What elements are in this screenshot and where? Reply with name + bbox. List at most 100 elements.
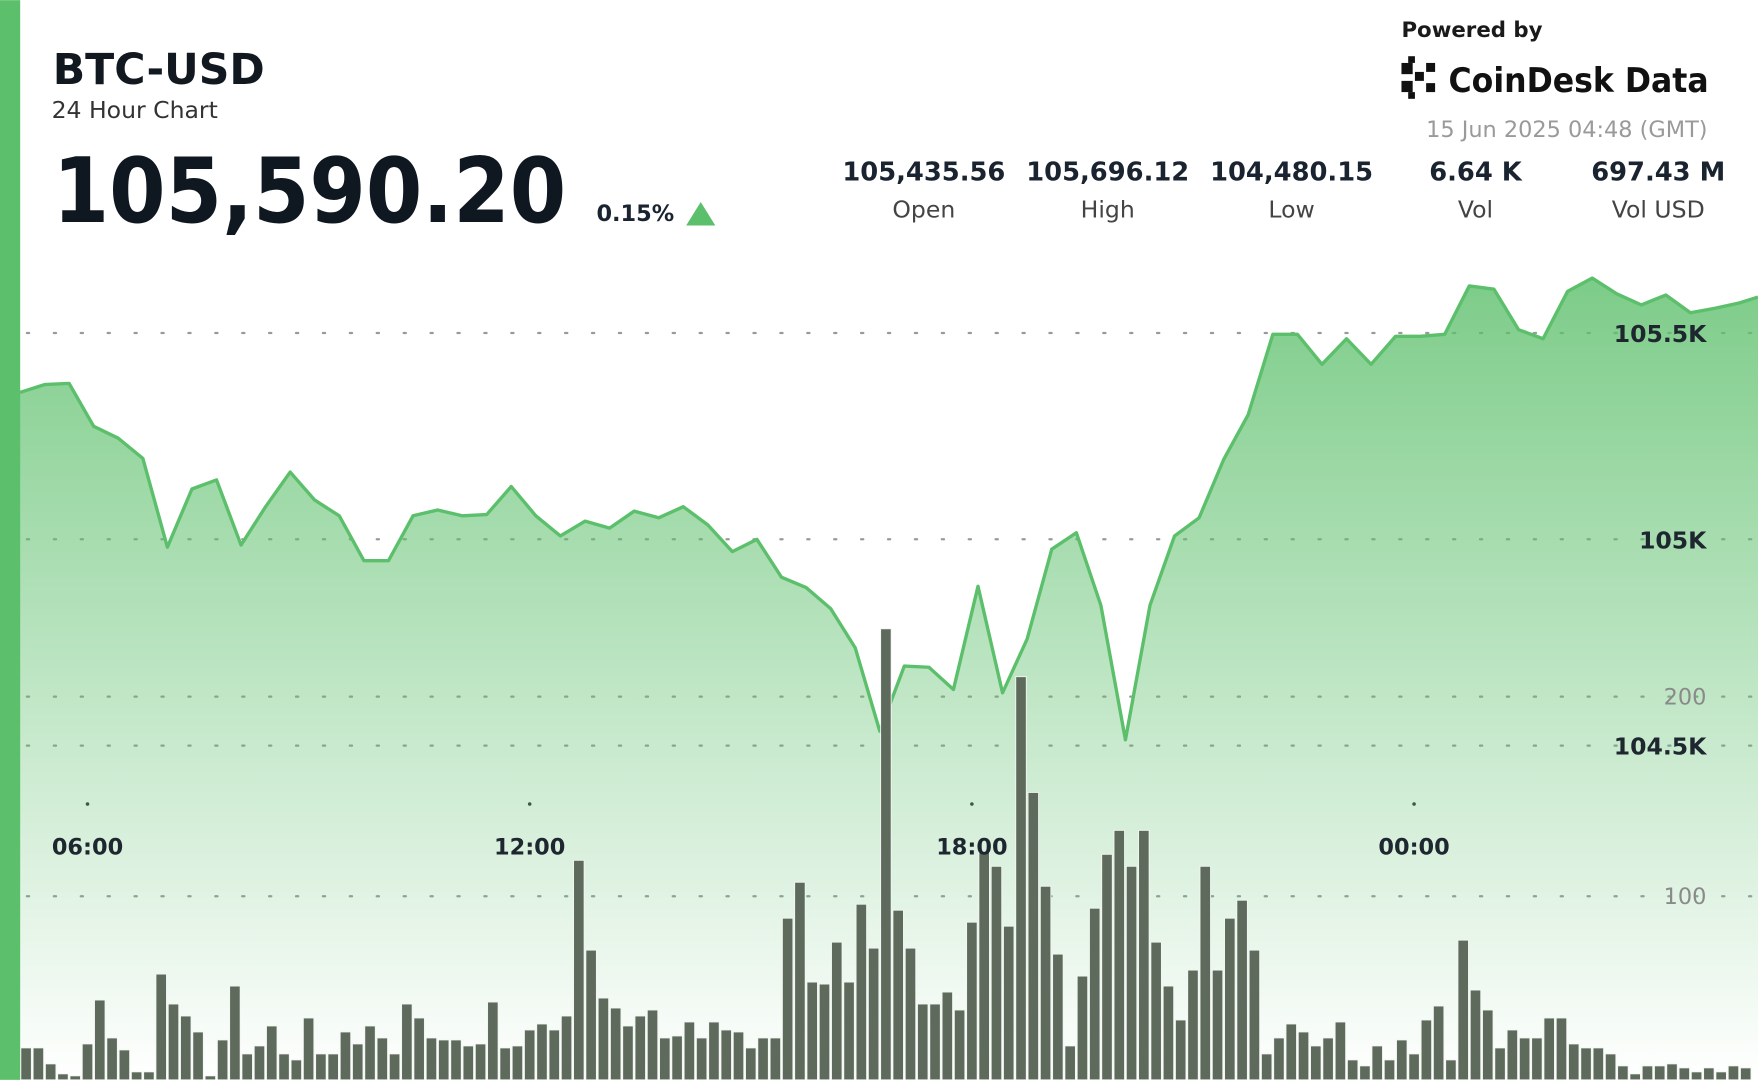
volume-bar xyxy=(1703,1067,1715,1080)
volume-bar xyxy=(917,1003,929,1080)
volume-bar xyxy=(1003,925,1015,1080)
volume-bar xyxy=(106,1037,118,1080)
volume-bar xyxy=(904,947,917,1080)
brand-logo xyxy=(1401,56,1436,99)
volume-bar xyxy=(978,851,990,1080)
volume-bar xyxy=(892,909,904,1080)
y-tick-label: 104.5K xyxy=(1614,733,1707,761)
volume-bar xyxy=(1125,865,1138,1080)
volume-bar xyxy=(155,973,167,1080)
volume-bar xyxy=(1027,791,1040,1080)
volume-bar xyxy=(708,1021,720,1080)
volume-bar xyxy=(81,1043,94,1080)
volume-bar xyxy=(216,1039,229,1080)
volume-bar xyxy=(609,1007,622,1080)
volume-bar xyxy=(573,859,585,1080)
volume-bar xyxy=(1113,829,1126,1080)
volume-bar xyxy=(720,1029,732,1080)
volume-bar xyxy=(253,1045,266,1080)
volume-bar xyxy=(1555,1017,1568,1080)
volume-bar xyxy=(339,1031,352,1080)
volume-bar xyxy=(1089,907,1101,1080)
volume-bar xyxy=(843,981,855,1080)
accent-bar xyxy=(0,0,21,1080)
volume-bar xyxy=(1371,1045,1383,1080)
volume-bar xyxy=(69,1075,81,1080)
volume-bar xyxy=(757,1037,769,1080)
volume-bar xyxy=(806,981,818,1080)
volume-bar xyxy=(376,1037,389,1080)
volume-bar xyxy=(32,1047,45,1080)
volume-bar xyxy=(1334,1021,1347,1080)
price-area xyxy=(19,278,1758,1080)
volume-bar xyxy=(1494,1047,1506,1080)
stat-label: Open xyxy=(892,196,955,224)
volume-bar xyxy=(695,1037,708,1080)
volume-bar xyxy=(634,1015,646,1080)
volume-bar xyxy=(167,1003,180,1080)
volume-bar xyxy=(1199,865,1211,1080)
volume-bar xyxy=(20,1047,32,1080)
y-tick-label: 105K xyxy=(1639,526,1707,554)
volume-bar xyxy=(1617,1065,1629,1080)
current-price: 105,590.20 xyxy=(53,140,566,244)
volume-bar xyxy=(1297,1031,1310,1080)
stat-label: Vol USD xyxy=(1612,196,1705,224)
volume-bar xyxy=(401,1003,413,1080)
stats: 105,435.56 Open 105,696.12 High 104,480.15 Lo… xyxy=(842,158,1725,224)
marks xyxy=(19,276,1758,1080)
volume-bar xyxy=(143,1071,155,1080)
volume-bar xyxy=(315,1053,327,1080)
volume-bar xyxy=(1715,1071,1727,1080)
volume-bar xyxy=(1518,1037,1531,1080)
chart-title: BTC-USD xyxy=(53,45,265,95)
brand-name: CoinDesk Data xyxy=(1449,61,1709,100)
volume-bar xyxy=(1383,1059,1396,1080)
volume-bar xyxy=(364,1025,376,1080)
volume-bar xyxy=(1543,1017,1555,1080)
volume-bar xyxy=(646,1009,659,1080)
volume-bar xyxy=(953,1009,966,1080)
volume-bar xyxy=(1531,1037,1543,1080)
volume-bar xyxy=(1187,969,1199,1080)
volume-bar xyxy=(671,1035,683,1080)
volume-bar xyxy=(597,997,610,1080)
volume-bar xyxy=(1457,939,1469,1080)
stat-value: 697.43 M xyxy=(1591,158,1725,188)
powered-by: Powered by xyxy=(1401,18,1542,43)
volume-bar xyxy=(745,1047,757,1080)
volume-bar xyxy=(204,1075,217,1080)
volume-bar xyxy=(1739,1067,1752,1080)
volume-bar xyxy=(1727,1065,1740,1080)
volume-bar xyxy=(867,947,880,1080)
volume-bar xyxy=(192,1031,204,1080)
volume-bar xyxy=(450,1039,462,1080)
volume-bar xyxy=(57,1073,69,1080)
x-tick-label: 06:00 xyxy=(52,834,123,860)
volume-bar xyxy=(1236,899,1248,1080)
volume-bar xyxy=(1396,1039,1408,1080)
stat-value: 105,696.12 xyxy=(1026,158,1189,188)
volume-bar xyxy=(1346,1059,1359,1080)
plot-area: 104.5K 105K 105.5K 06:00 12:00 18:00 00:00 100 2… xyxy=(19,276,1758,1080)
volume-bar xyxy=(1580,1047,1592,1080)
volume-bar xyxy=(622,1025,634,1080)
volume-bar xyxy=(560,1015,573,1080)
timestamp: 15 Jun 2025 04:48 (GMT) xyxy=(1426,117,1707,143)
volume-bar xyxy=(1506,1029,1519,1080)
volume-bar xyxy=(1322,1037,1334,1080)
volume-bar xyxy=(990,865,1003,1080)
volume-bar xyxy=(966,921,978,1080)
volume-bar xyxy=(1039,885,1052,1080)
tick-labels: 104.5K 105K 105.5K 06:00 12:00 18:00 00:00 100 2… xyxy=(52,320,1707,910)
volume-bar xyxy=(278,1053,290,1080)
volume-bar xyxy=(1445,1059,1457,1080)
volume-bar xyxy=(1690,1071,1703,1080)
volume-bar xyxy=(732,1031,745,1080)
volume-bar xyxy=(1285,1023,1297,1080)
volume-bar xyxy=(1174,1019,1187,1080)
volume-bar xyxy=(438,1039,450,1080)
volume-bar xyxy=(1482,1009,1494,1080)
volume-bar xyxy=(462,1045,475,1080)
volume-bar xyxy=(1076,975,1089,1080)
